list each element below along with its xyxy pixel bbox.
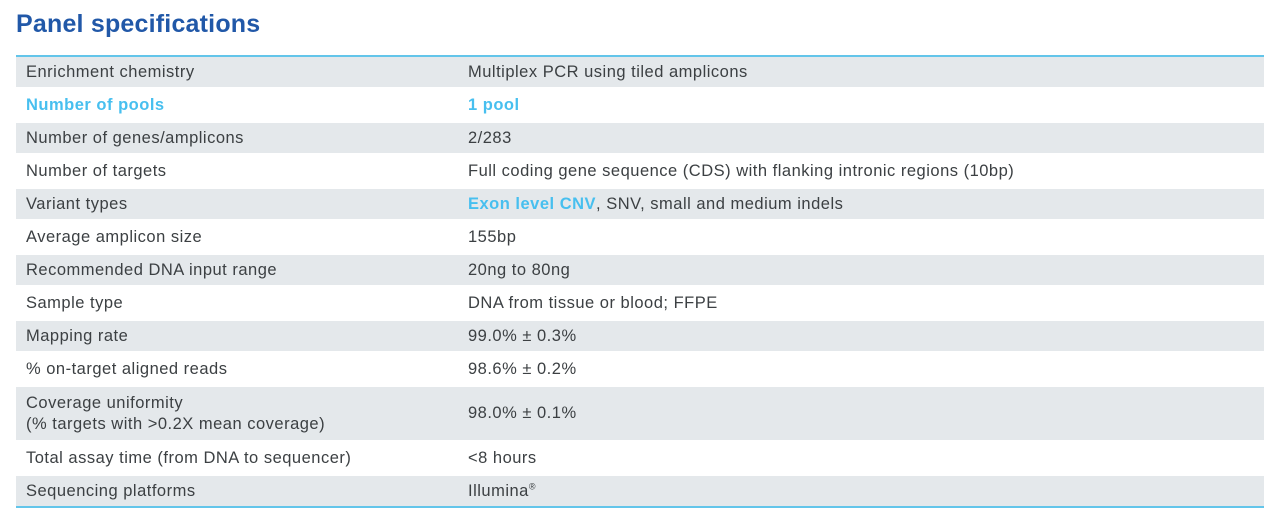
table-row: Sequencing platforms Illumina®	[16, 473, 1264, 506]
table-row: Number of genes/amplicons 2/283	[16, 120, 1264, 153]
row-label: Coverage uniformity (% targets with >0.2X…	[26, 393, 326, 433]
row-value: 98.6% ± 0.2%	[468, 359, 577, 378]
row-label: Total assay time (from DNA to sequencer)	[26, 448, 352, 467]
row-value: 1 pool	[468, 95, 520, 114]
row-value: 99.0% ± 0.3%	[468, 326, 577, 345]
row-value: <8 hours	[468, 448, 537, 467]
page-title: Panel specifications	[16, 10, 261, 38]
row-label: Sequencing platforms	[26, 481, 196, 500]
table-row: Enrichment chemistry Multiplex PCR using…	[16, 57, 1264, 87]
row-value: 2/283	[468, 128, 512, 147]
row-value: Illumina®	[468, 481, 536, 500]
row-label: % on-target aligned reads	[26, 359, 228, 378]
row-label: Number of genes/amplicons	[26, 128, 244, 147]
table-row: Sample type DNA from tissue or blood; FF…	[16, 285, 1264, 318]
row-label: Recommended DNA input range	[26, 260, 278, 279]
table-row: Average amplicon size 155bp	[16, 219, 1264, 252]
panel-specifications-table: Enrichment chemistry Multiplex PCR using…	[16, 55, 1264, 508]
page: Panel specifications Enrichment chemistr…	[16, 10, 1264, 508]
row-label: Number of pools	[26, 95, 165, 114]
row-value: 20ng to 80ng	[468, 260, 571, 279]
table-row: Mapping rate 99.0% ± 0.3%	[16, 318, 1264, 351]
table-row: Number of targets Full coding gene seque…	[16, 153, 1264, 186]
row-label: Variant types	[26, 194, 128, 213]
row-value: DNA from tissue or blood; FFPE	[468, 293, 718, 312]
row-value: 155bp	[468, 227, 517, 246]
row-label: Number of targets	[26, 161, 167, 180]
row-label: Enrichment chemistry	[26, 62, 195, 81]
row-label: Average amplicon size	[26, 227, 203, 246]
table-row: % on-target aligned reads 98.6% ± 0.2%	[16, 351, 1264, 384]
table-row: Variant types Exon level CNV, SNV, small…	[16, 186, 1264, 219]
row-value: 98.0% ± 0.1%	[468, 404, 577, 422]
table-row: Number of pools 1 pool	[16, 87, 1264, 120]
table-row: Total assay time (from DNA to sequencer)…	[16, 440, 1264, 473]
table-row: Coverage uniformity (% targets with >0.2X…	[16, 384, 1264, 440]
table-row: Recommended DNA input range 20ng to 80ng	[16, 252, 1264, 285]
row-value: Exon level CNV, SNV, small and medium in…	[468, 194, 844, 213]
row-label: Sample type	[26, 293, 124, 312]
row-value: Full coding gene sequence (CDS) with fla…	[468, 161, 1015, 180]
row-label: Mapping rate	[26, 326, 129, 345]
row-value: Multiplex PCR using tiled amplicons	[468, 62, 748, 81]
